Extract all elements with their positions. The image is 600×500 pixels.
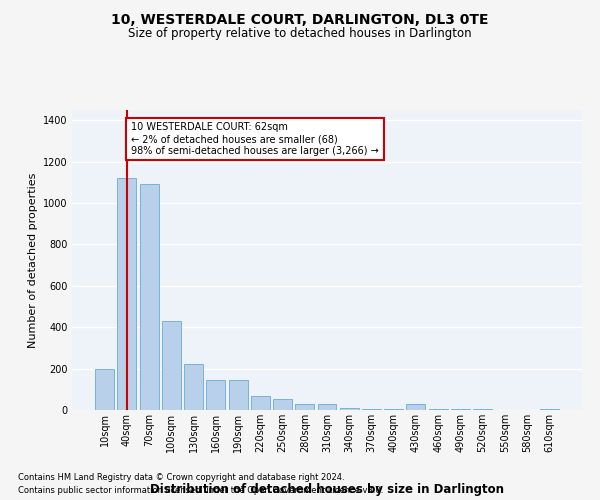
Bar	[206, 380, 225, 410]
Bar	[384, 409, 403, 410]
Bar	[229, 380, 248, 410]
Bar	[140, 184, 158, 410]
Bar	[540, 409, 559, 410]
Bar	[184, 364, 203, 410]
Bar	[295, 404, 314, 410]
Bar	[429, 409, 448, 410]
Bar	[473, 409, 492, 410]
Bar	[362, 409, 381, 410]
Text: Contains public sector information licensed under the Open Government Licence v3: Contains public sector information licen…	[18, 486, 383, 495]
Bar	[451, 409, 470, 410]
Y-axis label: Number of detached properties: Number of detached properties	[28, 172, 38, 348]
Text: 10, WESTERDALE COURT, DARLINGTON, DL3 0TE: 10, WESTERDALE COURT, DARLINGTON, DL3 0T…	[111, 12, 489, 26]
Bar	[317, 404, 337, 410]
Bar	[340, 408, 359, 410]
Text: Contains HM Land Registry data © Crown copyright and database right 2024.: Contains HM Land Registry data © Crown c…	[18, 474, 344, 482]
Text: 10 WESTERDALE COURT: 62sqm
← 2% of detached houses are smaller (68)
98% of semi-: 10 WESTERDALE COURT: 62sqm ← 2% of detac…	[131, 122, 379, 156]
Bar	[162, 321, 181, 410]
Bar	[95, 368, 114, 410]
Bar	[251, 396, 270, 410]
Bar	[273, 398, 292, 410]
Bar	[406, 404, 425, 410]
Text: Size of property relative to detached houses in Darlington: Size of property relative to detached ho…	[128, 28, 472, 40]
Bar	[118, 178, 136, 410]
X-axis label: Distribution of detached houses by size in Darlington: Distribution of detached houses by size …	[150, 482, 504, 496]
